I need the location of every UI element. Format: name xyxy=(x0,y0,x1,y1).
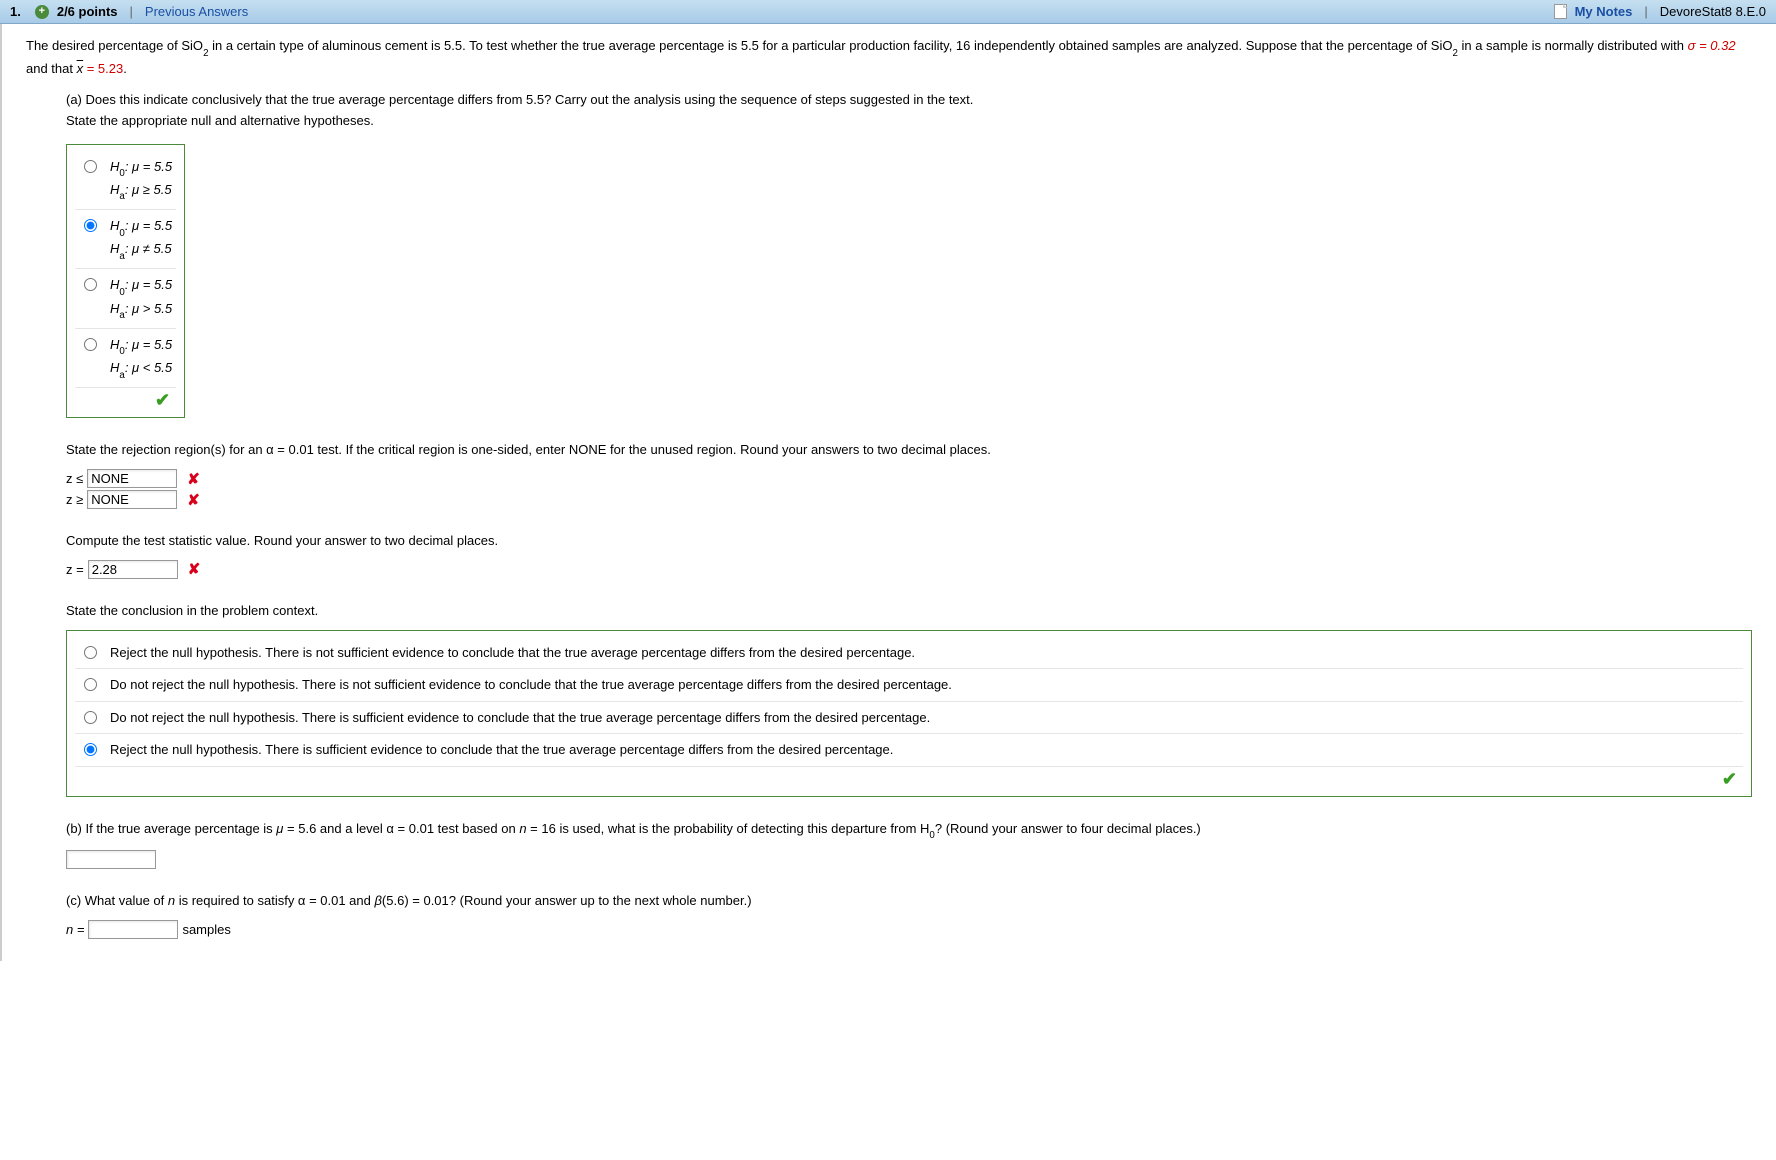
separator: | xyxy=(130,4,133,19)
teststat-row: z = ✘ xyxy=(66,560,1752,579)
hypothesis-choice-box: H0: μ = 5.5 Ha: μ ≥ 5.5 H0: μ = 5.5 Ha: … xyxy=(66,144,185,419)
conclusion-option-3[interactable]: Do not reject the null hypothesis. There… xyxy=(75,702,1743,735)
x-icon: ✘ xyxy=(188,560,201,578)
conclusion-option-1[interactable]: Reject the null hypothesis. There is not… xyxy=(75,637,1743,670)
header-left: 1. + 2/6 points | Previous Answers xyxy=(10,4,1554,19)
conclusion-radio-4[interactable] xyxy=(84,743,97,756)
check-icon: ✔ xyxy=(155,390,170,410)
hypothesis-radio-2[interactable] xyxy=(84,219,97,232)
hypothesis-option-1[interactable]: H0: μ = 5.5 Ha: μ ≥ 5.5 xyxy=(75,151,176,210)
problem-statement: The desired percentage of SiO2 in a cert… xyxy=(26,36,1752,80)
previous-answers-link[interactable]: Previous Answers xyxy=(145,4,248,19)
conclusion-option-4[interactable]: Reject the null hypothesis. There is suf… xyxy=(75,734,1743,767)
part-c-answer-row: n = samples xyxy=(66,920,1752,939)
hypothesis-radio-4[interactable] xyxy=(84,338,97,351)
separator: | xyxy=(1644,4,1647,19)
conclusion-radio-3[interactable] xyxy=(84,711,97,724)
z-upper-row: z ≥ ✘ xyxy=(66,490,1752,509)
hypothesis-option-3[interactable]: H0: μ = 5.5 Ha: μ > 5.5 xyxy=(75,269,176,328)
hypothesis-radio-1[interactable] xyxy=(84,160,97,173)
teststat-input[interactable] xyxy=(88,560,178,579)
rejection-prompt: State the rejection region(s) for an α =… xyxy=(66,440,1752,461)
hypothesis-option-2[interactable]: H0: μ = 5.5 Ha: μ ≠ 5.5 xyxy=(75,210,176,269)
x-icon: ✘ xyxy=(187,470,200,488)
z-upper-input[interactable] xyxy=(87,490,177,509)
conclusion-radio-1[interactable] xyxy=(84,646,97,659)
question-body: The desired percentage of SiO2 in a cert… xyxy=(0,24,1776,961)
notes-icon[interactable] xyxy=(1554,4,1567,19)
hypothesis-option-4[interactable]: H0: μ = 5.5 Ha: μ < 5.5 xyxy=(75,329,176,388)
conclusion-choice-box: Reject the null hypothesis. There is not… xyxy=(66,630,1752,797)
z-lower-input[interactable] xyxy=(87,469,177,488)
part-b-answer-row xyxy=(66,850,1752,869)
question-header: 1. + 2/6 points | Previous Answers My No… xyxy=(0,0,1776,24)
textbook-ref: DevoreStat8 8.E.0 xyxy=(1660,4,1766,19)
part-a-question: (a) Does this indicate conclusively that… xyxy=(66,90,1752,132)
part-b-question: (b) If the true average percentage is μ … xyxy=(66,819,1752,842)
points-label: 2/6 points xyxy=(57,4,118,19)
my-notes-link[interactable]: My Notes xyxy=(1575,4,1633,19)
xbar-value: = 5.23 xyxy=(83,61,123,76)
hypothesis-radio-3[interactable] xyxy=(84,278,97,291)
header-right: My Notes | DevoreStat8 8.E.0 xyxy=(1554,4,1766,19)
part-c-input[interactable] xyxy=(88,920,178,939)
check-icon: ✔ xyxy=(1722,769,1737,789)
part-b-input[interactable] xyxy=(66,850,156,869)
conclusion-option-2[interactable]: Do not reject the null hypothesis. There… xyxy=(75,669,1743,702)
part-c-question: (c) What value of n is required to satis… xyxy=(66,891,1752,912)
z-lower-row: z ≤ ✘ xyxy=(66,469,1752,488)
sigma-value: σ = 0.32 xyxy=(1688,38,1736,53)
question-number: 1. xyxy=(10,4,21,19)
x-icon: ✘ xyxy=(187,491,200,509)
conclusion-prompt: State the conclusion in the problem cont… xyxy=(66,601,1752,622)
conclusion-radio-2[interactable] xyxy=(84,678,97,691)
expand-icon[interactable]: + xyxy=(35,5,49,19)
teststat-prompt: Compute the test statistic value. Round … xyxy=(66,531,1752,552)
